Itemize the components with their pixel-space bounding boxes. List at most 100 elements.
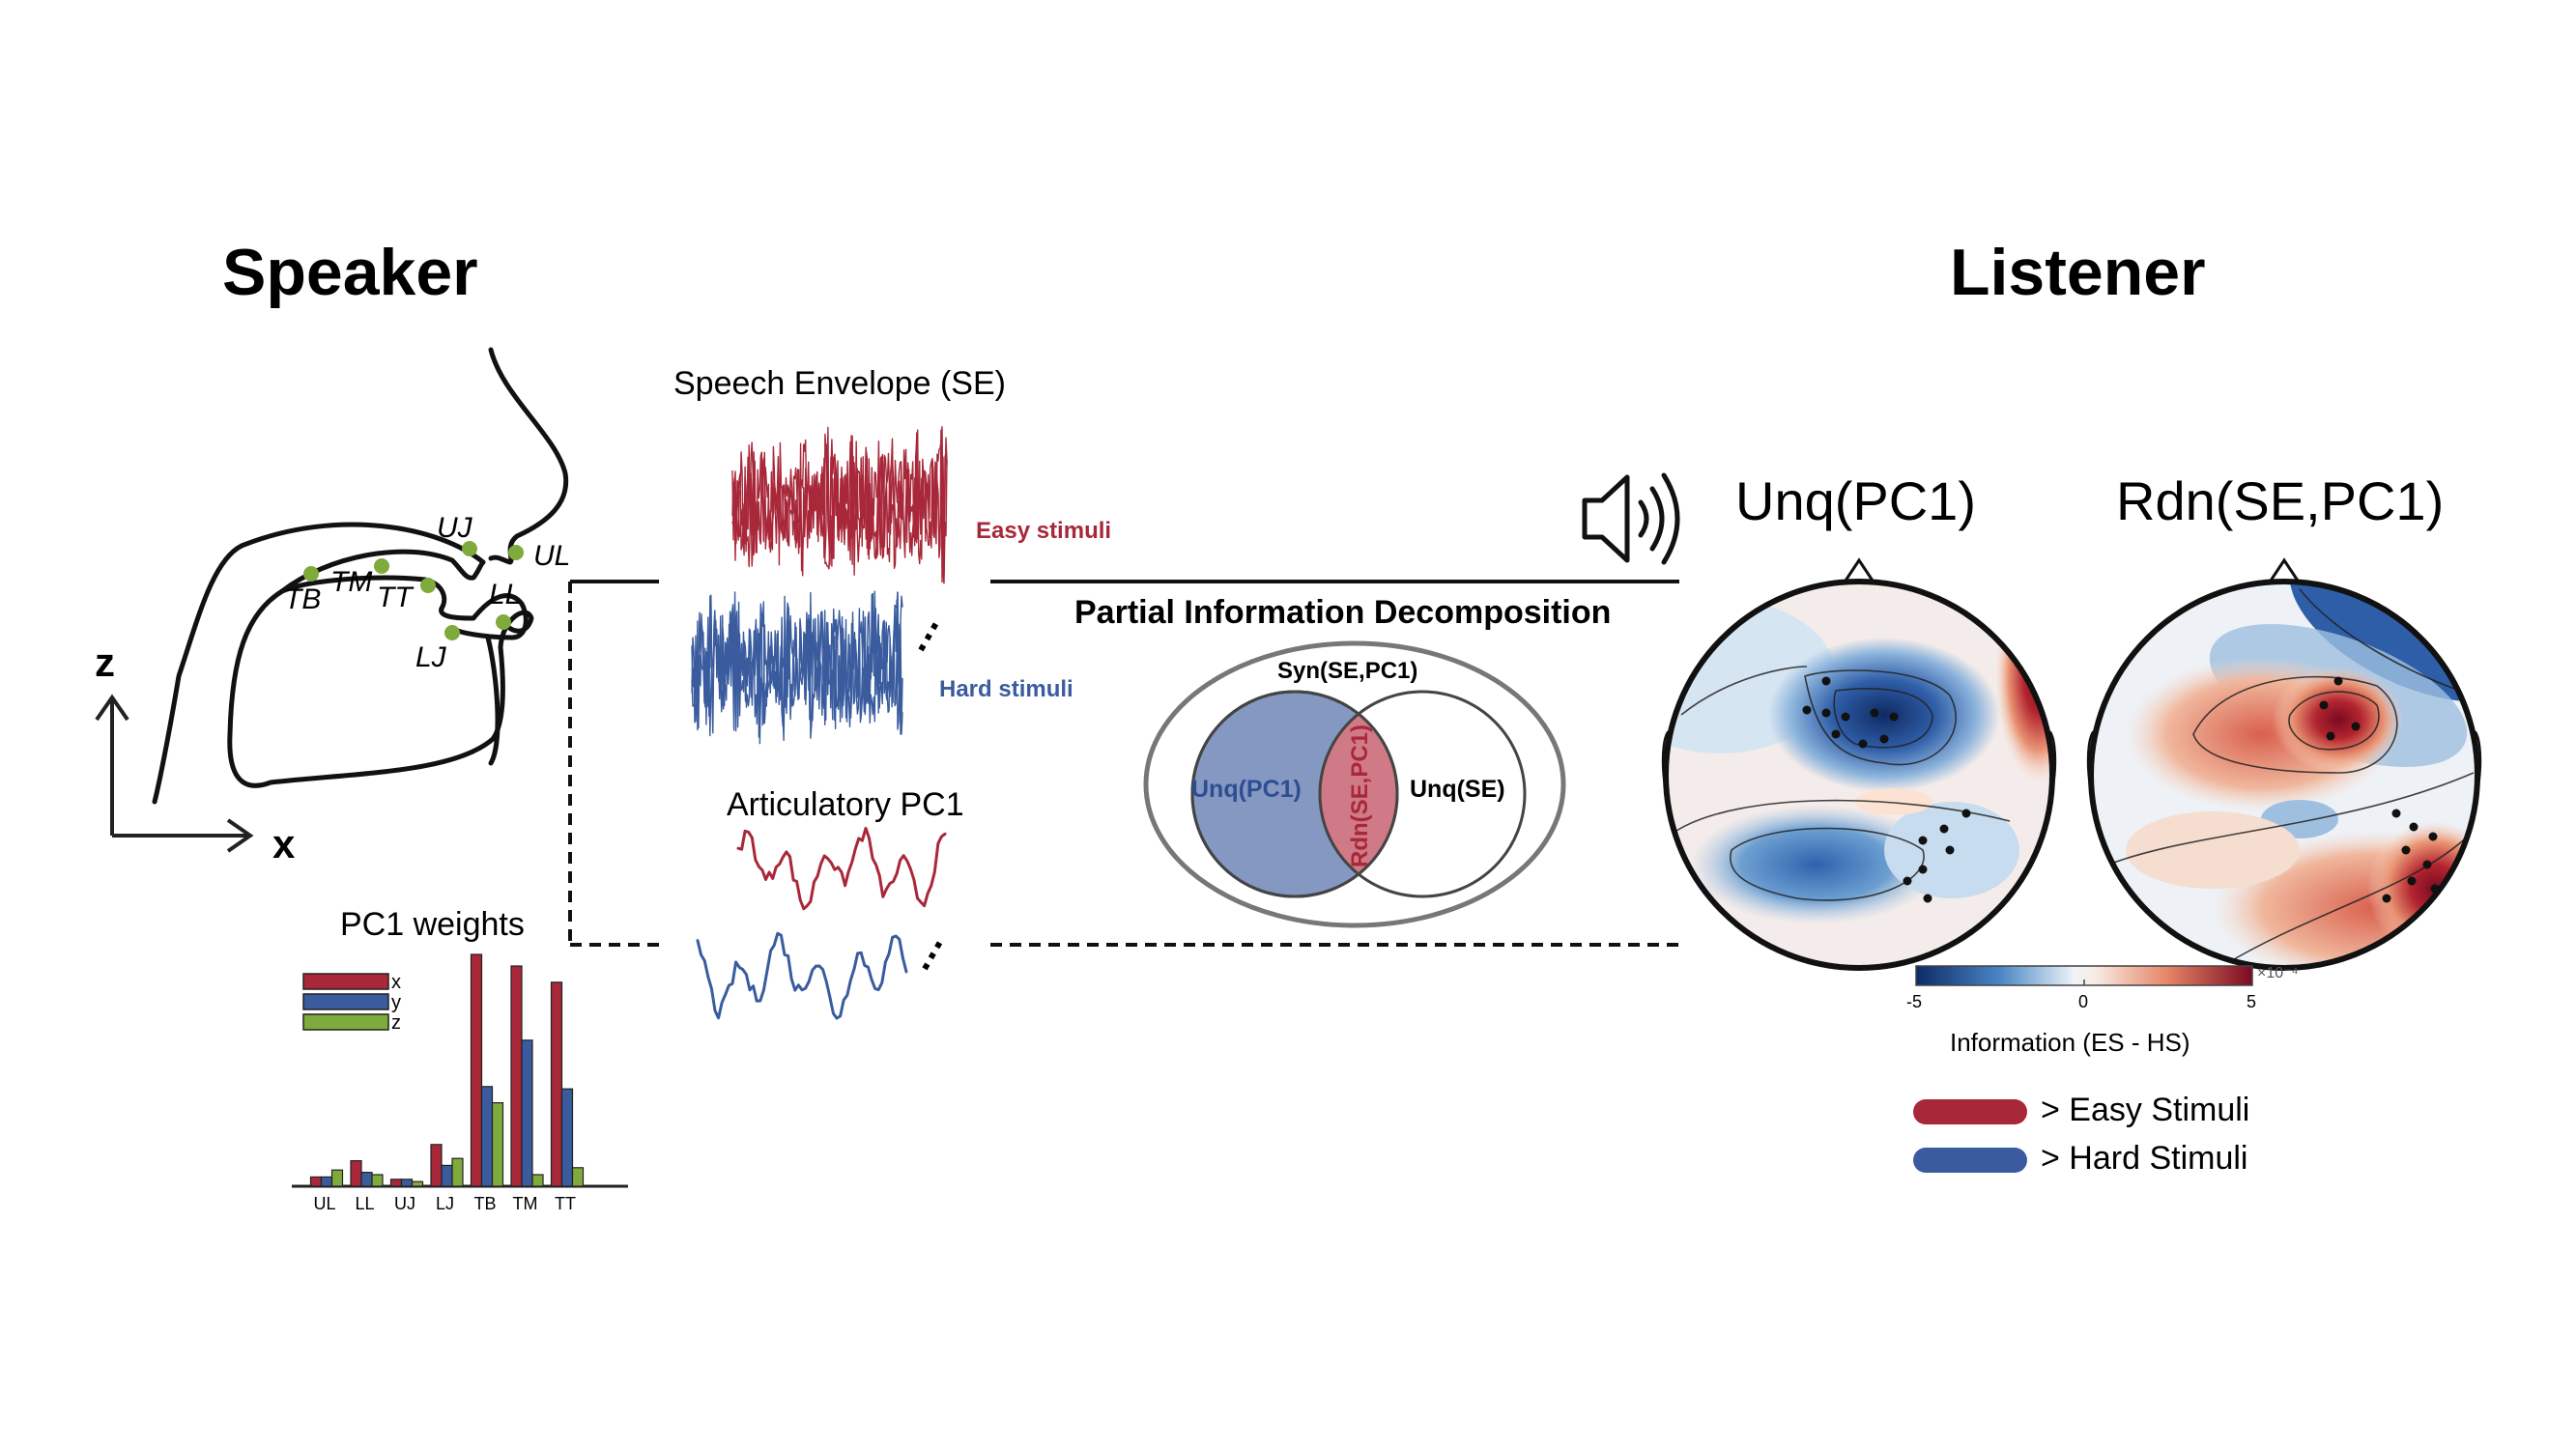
- label-tb: TB: [284, 583, 321, 615]
- legend-swatch-x: [302, 973, 389, 990]
- bar-tb-x: [470, 953, 483, 1187]
- legend-label-y: y: [391, 992, 401, 1013]
- tick-label-tb: TB: [473, 1194, 496, 1213]
- legend-easy-label: > Easy Stimuli: [2041, 1092, 2249, 1128]
- rdn-label: Rdn(SE,PC1): [1347, 724, 1373, 867]
- syn-label: Syn(SE,PC1): [1277, 658, 1417, 684]
- colorbar-min-label: -5: [1906, 992, 1922, 1011]
- pid-title: Partial Information Decomposition: [1074, 594, 1611, 631]
- chart-title: PC1 weights: [340, 906, 525, 943]
- sensor-ll: [496, 614, 511, 630]
- label-ul: UL: [533, 540, 570, 572]
- sensor-lj: [444, 625, 460, 640]
- legend-swatch-y: [302, 993, 389, 1010]
- pid-venn-diagram: Syn(SE,PC1) Unq(PC1) Unq(SE) Rdn(SE,PC1): [1143, 640, 1566, 928]
- redundancy-lens: [1320, 692, 1397, 896]
- tick-label-ul: UL: [313, 1194, 335, 1213]
- label-tm: TM: [330, 566, 372, 598]
- bar-tt-x: [550, 981, 563, 1187]
- bar-ll-x: [350, 1159, 362, 1187]
- label-ll: LL: [489, 579, 521, 611]
- hard-envelope-trace: [691, 591, 903, 745]
- legend-label-z: z: [391, 1012, 401, 1034]
- bar-lj-y: [441, 1164, 453, 1187]
- colorbar-mid-label: 0: [2078, 992, 2088, 1011]
- sensor-tt: [420, 578, 436, 593]
- head-outline: [2088, 579, 2480, 971]
- legend-hard-label: > Hard Stimuli: [2041, 1140, 2247, 1177]
- tick-label-tm: TM: [513, 1194, 538, 1213]
- bar-ll-z: [371, 1174, 384, 1187]
- unq-pc1-label: Unq(PC1): [1191, 776, 1302, 803]
- articulatory-pc1-title: Articulatory PC1: [727, 786, 964, 823]
- sensor-uj: [462, 541, 477, 556]
- easy-envelope-trace: [731, 426, 948, 583]
- bar-tm-z: [531, 1174, 544, 1187]
- coordinate-axes: [95, 694, 254, 853]
- signal-traces: [691, 426, 948, 1020]
- tick-label-uj: UJ: [394, 1194, 415, 1213]
- easy-stimuli-label: Easy stimuli: [976, 518, 1111, 544]
- easy-envelope-trace: [731, 429, 948, 584]
- bar-tt-y: [560, 1088, 574, 1187]
- significant-electrodes: [1802, 676, 1971, 903]
- easy-pc1-trace: [736, 826, 947, 911]
- bar-lj-z: [451, 1157, 464, 1187]
- articulator-sensors: [303, 541, 524, 640]
- bar-tt-z: [571, 1167, 585, 1187]
- tick-label-lj: LJ: [436, 1194, 454, 1213]
- speaker-sound-icon: [1582, 472, 1680, 565]
- bar-tb-y: [480, 1086, 494, 1187]
- colorbar-max-label: 5: [2247, 992, 2256, 1011]
- colorbar-title: Information (ES - HS): [1950, 1028, 2190, 1057]
- map1-title: Unq(PC1): [1735, 470, 1976, 531]
- connector-lines: [568, 580, 1679, 947]
- sensor-tm: [374, 558, 389, 574]
- effect-legend: > Easy Stimuli > Hard Stimuli: [1913, 1092, 2249, 1177]
- sensor-ul: [508, 545, 524, 560]
- vocal-tract-diagram: [152, 347, 569, 805]
- topoplot-rdn-se-pc1: [2086, 557, 2482, 971]
- axis-x-label: x: [272, 821, 296, 867]
- bar-lj-x: [430, 1144, 443, 1187]
- speech-envelope-title: Speech Envelope (SE): [673, 365, 1006, 402]
- bar-tm-y: [521, 1039, 533, 1187]
- sensor-tb: [303, 566, 319, 582]
- hard-stimuli-label: Hard stimuli: [939, 676, 1073, 702]
- colorbar: -5 0 5 ×10⁻⁴ Information (ES - HS): [1906, 965, 2299, 1057]
- tick-label-ll: LL: [355, 1194, 374, 1213]
- pc1-weights-bar-chart: UL LL UJ LJ TB TM TT: [292, 953, 628, 1213]
- bar-uj-y: [400, 1179, 414, 1187]
- label-uj: UJ: [437, 512, 473, 544]
- axis-z-label: z: [95, 639, 115, 685]
- bar-ll-y: [360, 1171, 373, 1187]
- legend-label-x: x: [391, 972, 401, 993]
- tick-label-tt: TT: [555, 1194, 576, 1213]
- bar-uj-x: [389, 1179, 403, 1187]
- bar-ul-y: [320, 1176, 333, 1187]
- bar-ul-x: [309, 1176, 323, 1187]
- bar-tb-z: [491, 1101, 504, 1187]
- unq-se-circle: [1318, 690, 1527, 898]
- legend-swatch-z: [302, 1013, 389, 1031]
- bar-ul-z: [330, 1169, 344, 1187]
- label-lj: LJ: [415, 641, 447, 673]
- speaker-title: Speaker: [222, 236, 478, 309]
- listener-title: Listener: [1950, 236, 2206, 309]
- map2-title: Rdn(SE,PC1): [2116, 470, 2444, 531]
- bar-tm-x: [510, 965, 523, 1187]
- significant-electrodes: [2319, 676, 2440, 903]
- label-tt: TT: [377, 582, 415, 613]
- chart-legend: x y z: [302, 972, 401, 1034]
- continuation-dots-pc1: …: [896, 923, 952, 979]
- synergy-ellipse: [1143, 640, 1566, 928]
- unq-se-label: Unq(SE): [1410, 776, 1505, 803]
- hard-pc1-trace: [696, 931, 908, 1020]
- topoplot-unq-pc1: [1661, 557, 2057, 971]
- bar-uj-z: [411, 1180, 424, 1187]
- head-outline: [1663, 579, 2055, 971]
- legend-hard-swatch: [1913, 1148, 2027, 1173]
- colorbar-exponent: ×10⁻⁴: [2257, 965, 2299, 981]
- legend-easy-swatch: [1913, 1099, 2027, 1124]
